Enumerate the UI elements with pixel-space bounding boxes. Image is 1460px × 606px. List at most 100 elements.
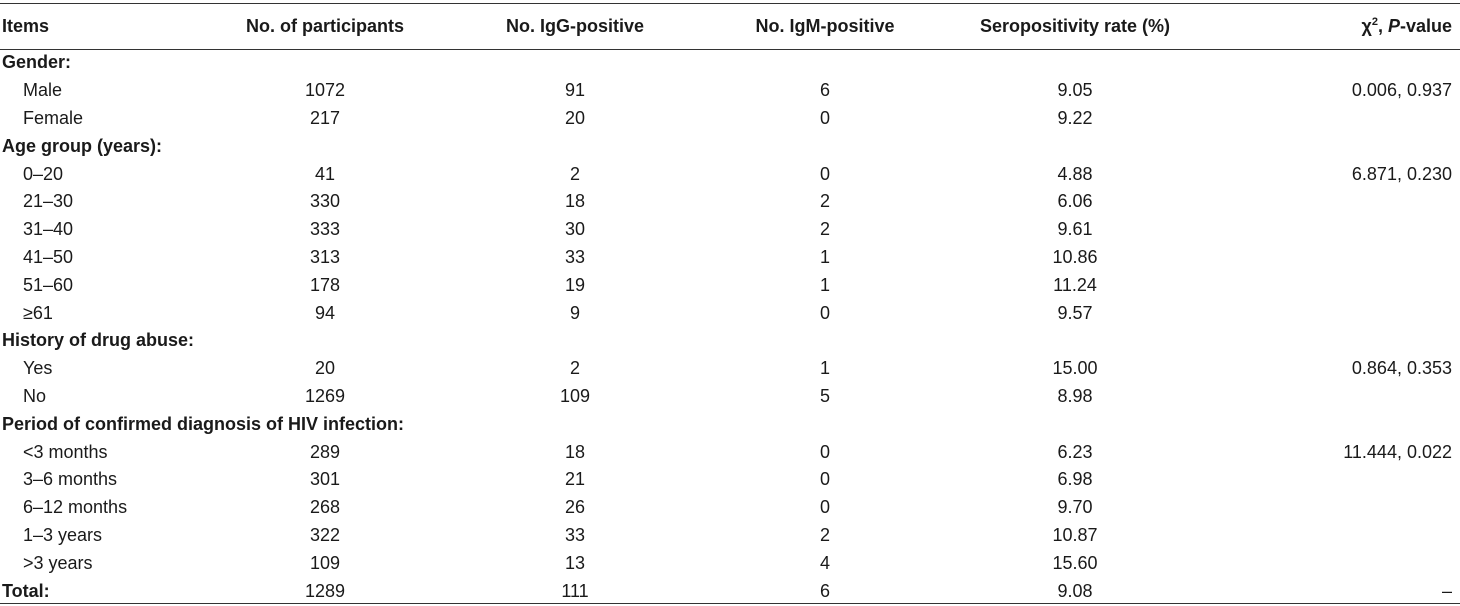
table-row: Female 217 20 0 9.22 (0, 105, 1460, 133)
cell-igg: 33 (564, 246, 586, 267)
cell-stat (1200, 522, 1460, 550)
cell-stat (1200, 271, 1460, 299)
table-row: No 1269 109 5 8.98 (0, 383, 1460, 411)
group-header-row: History of drug abuse: (0, 327, 1460, 355)
cell-stat: 0.864, 0.353 (1351, 358, 1452, 379)
cell-rate: 9.05 (1057, 80, 1093, 101)
chi-separator: , (1377, 16, 1388, 36)
chi-symbol: χ (1361, 16, 1372, 36)
cell-igg: 19 (564, 274, 586, 295)
table-row: 41–50 313 33 1 10.86 (0, 244, 1460, 272)
row-label: ≥61 (23, 302, 53, 323)
cell-participants: 94 (314, 302, 336, 323)
header-items: Items (2, 16, 50, 36)
cell-igg: 91 (564, 80, 586, 101)
cell-stat: 6.871, 0.230 (1351, 163, 1452, 184)
row-label: >3 years (23, 552, 93, 573)
cell-participants: 313 (309, 246, 341, 267)
cell-igg: 9 (569, 302, 580, 323)
total-stat: – (1441, 580, 1452, 601)
cell-igm: 5 (819, 385, 830, 406)
header-igg: No. IgG-positive (505, 16, 644, 36)
cell-igm: 1 (819, 246, 830, 267)
row-label: 6–12 months (23, 497, 128, 518)
table-row: 21–30 330 18 2 6.06 (0, 188, 1460, 216)
row-label: Male (23, 80, 63, 101)
p-symbol: P (1387, 16, 1400, 36)
group-header-row: Age group (years): (0, 132, 1460, 160)
cell-rate: 11.24 (1053, 274, 1097, 295)
cell-stat (1200, 244, 1460, 272)
table-row: Yes 20 2 1 15.00 0.864, 0.353 (0, 355, 1460, 383)
cell-stat (1200, 494, 1460, 522)
row-label: No (23, 385, 47, 406)
cell-participants: 217 (309, 107, 341, 128)
cell-rate: 4.88 (1057, 163, 1093, 184)
header-rate: Seropositivity rate (%) (979, 16, 1171, 36)
table-row: 6–12 months 268 26 0 9.70 (0, 494, 1460, 522)
cell-rate: 6.06 (1057, 191, 1093, 212)
cell-participants: 1072 (304, 80, 346, 101)
group-header-row: Period of confirmed diagnosis of HIV inf… (0, 410, 1460, 438)
header-chi-p: χ2, P-value (1200, 4, 1460, 49)
cell-igm: 2 (819, 191, 830, 212)
cell-igm: 4 (819, 552, 830, 573)
p-value-suffix: -value (1399, 16, 1452, 36)
table-row: Male 1072 91 6 9.05 0.006, 0.937 (0, 77, 1460, 105)
cell-igm: 1 (819, 358, 830, 379)
header-rule (0, 49, 1460, 50)
cell-igg: 18 (564, 441, 586, 462)
cell-stat (1200, 466, 1460, 494)
cell-igg: 2 (569, 358, 580, 379)
cell-rate: 8.98 (1057, 385, 1093, 406)
row-label: Yes (23, 358, 53, 379)
cell-stat (1200, 549, 1460, 577)
group-label: Age group (years): (2, 135, 163, 156)
group-label: Gender: (2, 52, 72, 73)
group-header-row: Gender: (0, 49, 1460, 77)
cell-participants: 268 (309, 497, 341, 518)
cell-igm: 0 (819, 302, 830, 323)
header-igm: No. IgM-positive (755, 16, 895, 36)
cell-igm: 0 (819, 469, 830, 490)
total-igg: 111 (561, 580, 589, 601)
row-label: Female (23, 107, 84, 128)
cell-igm: 0 (819, 497, 830, 518)
data-table: Items No. of participants No. IgG-positi… (0, 4, 1460, 605)
top-rule (0, 3, 1460, 4)
cell-participants: 333 (309, 219, 341, 240)
row-label: 51–60 (23, 274, 74, 295)
cell-stat: 0.006, 0.937 (1351, 80, 1452, 101)
cell-participants: 109 (309, 552, 341, 573)
table-row: ≥61 94 9 0 9.57 (0, 299, 1460, 327)
total-row: Total: 1289 111 6 9.08 – (0, 577, 1460, 605)
cell-stat (1200, 188, 1460, 216)
cell-stat (1200, 299, 1460, 327)
table-row: 0–20 41 2 0 4.88 6.871, 0.230 (0, 160, 1460, 188)
cell-igg: 2 (569, 163, 580, 184)
row-label: <3 months (23, 441, 108, 462)
header-row: Items No. of participants No. IgG-positi… (0, 4, 1460, 49)
cell-rate: 15.00 (1052, 358, 1098, 379)
cell-rate: 10.87 (1052, 524, 1098, 545)
bottom-rule (0, 603, 1460, 604)
table-header: Items No. of participants No. IgG-positi… (0, 4, 1460, 49)
row-label: 31–40 (23, 219, 74, 240)
table-row: 31–40 333 30 2 9.61 (0, 216, 1460, 244)
cell-igg: 26 (564, 497, 586, 518)
cell-participants: 301 (309, 469, 341, 490)
cell-rate: 9.61 (1057, 219, 1093, 240)
cell-rate: 9.22 (1057, 107, 1093, 128)
cell-igm: 0 (819, 441, 830, 462)
cell-igm: 1 (819, 274, 830, 295)
cell-rate: 9.70 (1057, 497, 1093, 518)
total-igm: 6 (819, 580, 830, 601)
total-rate: 9.08 (1057, 580, 1093, 601)
cell-igg: 21 (564, 469, 586, 490)
total-participants: 1289 (304, 580, 346, 601)
cell-stat: 11.444, 0.022 (1343, 441, 1452, 462)
chi-superscript: 2 (1371, 16, 1378, 28)
cell-participants: 289 (309, 441, 341, 462)
cell-stat (1200, 105, 1460, 133)
table-row: 51–60 178 19 1 11.24 (0, 271, 1460, 299)
